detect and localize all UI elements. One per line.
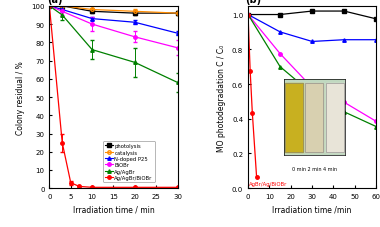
Text: (a): (a) xyxy=(47,0,62,5)
Y-axis label: MO photodegradation C / C₀: MO photodegradation C / C₀ xyxy=(217,44,226,151)
Y-axis label: Colony residual / %: Colony residual / % xyxy=(16,61,25,134)
Legend: photolysis, catalysis, N-doped P25, BiOBr, Ag/AgBr, Ag/AgBr/BiOBr: photolysis, catalysis, N-doped P25, BiOB… xyxy=(103,141,155,182)
Text: AgBr/Ag/BiOBr: AgBr/Ag/BiOBr xyxy=(249,182,288,186)
Text: (b): (b) xyxy=(245,0,261,5)
X-axis label: Irradiation time / min: Irradiation time / min xyxy=(73,205,154,214)
X-axis label: Irradiation time /min: Irradiation time /min xyxy=(272,205,352,214)
